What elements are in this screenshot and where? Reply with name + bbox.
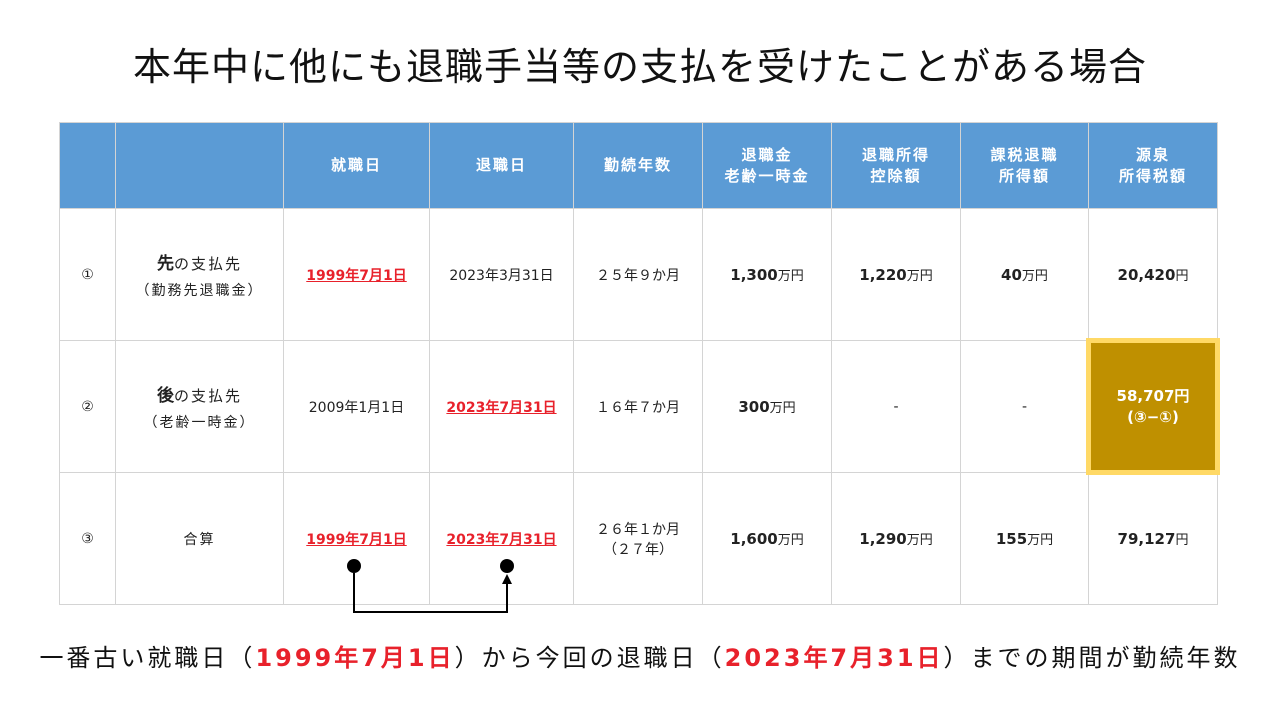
retirement-table: 就職日 退職日 勤続年数 退職金 老齢一時金 退職所得 控除額 課税退職 所得額…: [59, 122, 1220, 605]
header-benefit-text: 退職金 老齢一時金: [724, 146, 810, 185]
hire-date-cell: 2009年1月1日: [283, 340, 430, 473]
years: １６年７か月: [596, 399, 680, 416]
payer-cell: 後の支払先 （老齢一時金）: [115, 340, 284, 473]
connector-dot-start: [347, 559, 361, 573]
taxable-unit: 万円: [1021, 269, 1048, 284]
hire-date: 1999年7月1日: [306, 267, 407, 284]
taxable-value: 155: [995, 530, 1028, 548]
page-title: 本年中に他にも退職手当等の支払を受けたことがある場合: [132, 45, 1147, 89]
header-empty-1: [59, 122, 116, 209]
header-taxable: 課税退職 所得額: [960, 122, 1089, 209]
footer-date-2: 2023年7月31日: [724, 644, 944, 672]
benefit-cell: 300万円: [702, 340, 832, 473]
hire-date: 1999年7月1日: [306, 531, 407, 548]
payer-cell: 先の支払先 （勤務先退職金）: [115, 208, 284, 341]
tax-cell: 79,127円: [1088, 472, 1218, 605]
footer-text-2: ）から今回の退職日（: [454, 644, 725, 672]
deduction-unit: 万円: [906, 533, 933, 548]
header-deduction: 退職所得 控除額: [831, 122, 961, 209]
deduction-value: 1,220: [859, 266, 907, 284]
retire-date-cell: 2023年7月31日: [429, 472, 574, 605]
years-cell: ２６年１か月 （２７年）: [573, 472, 703, 605]
payer-main: 合算: [183, 531, 216, 548]
years-rounded: （２７年）: [603, 541, 673, 558]
retire-date: 2023年7月31日: [446, 399, 557, 416]
header-benefit: 退職金 老齢一時金: [702, 122, 832, 209]
header-tax-text: 源泉 所得税額: [1118, 146, 1187, 185]
payer-main-bold: 先: [156, 254, 174, 274]
deduction-value: -: [893, 398, 899, 415]
header-row: 就職日 退職日 勤続年数 退職金 老齢一時金 退職所得 控除額 課税退職 所得額…: [59, 122, 1218, 209]
years-cell: ２５年９か月: [573, 208, 703, 341]
payer-main: 先の支払先: [116, 249, 283, 274]
deduction-value: 1,290: [859, 530, 907, 548]
retire-date: 2023年3月31日: [449, 267, 554, 284]
benefit-unit: 万円: [777, 533, 804, 548]
header-years: 勤続年数: [573, 122, 703, 209]
years: ２５年９か月: [596, 267, 680, 284]
footer-note: 一番古い就職日（1999年7月1日）から今回の退職日（2023年7月31日）まで…: [0, 638, 1280, 673]
benefit-value: 1,600: [730, 530, 778, 548]
hire-date: 2009年1月1日: [308, 399, 405, 416]
header-deduction-text: 退職所得 控除額: [861, 146, 930, 185]
row-number: ②: [59, 340, 116, 473]
payer-sub: （老齢一時金）: [143, 415, 256, 431]
payer-main-suffix: の支払先: [173, 255, 242, 273]
table-row: ③ 合算 1999年7月1日 2023年7月31日 ２６年１か月 （２７年） 1…: [59, 472, 1218, 605]
payer-main-bold: 後: [156, 386, 174, 406]
benefit-value: 1,300: [730, 266, 778, 284]
tax-cell: 20,420円: [1088, 208, 1218, 341]
table-row: ② 後の支払先 （老齢一時金） 2009年1月1日 2023年7月31日 １６年…: [59, 338, 1220, 475]
tax-unit: 円: [1175, 533, 1189, 548]
header-taxable-text: 課税退職 所得額: [990, 146, 1059, 185]
payer-main-suffix: の支払先: [173, 387, 242, 405]
footer-date-1: 1999年7月1日: [255, 644, 455, 672]
deduction-cell: -: [831, 340, 961, 473]
footer-text-1: 一番古い就職日（: [39, 644, 256, 672]
deduction-unit: 万円: [906, 269, 933, 284]
header-tax: 源泉 所得税額: [1088, 122, 1218, 209]
payer-cell: 合算: [115, 472, 284, 605]
retire-date-cell: 2023年7月31日: [429, 340, 574, 473]
table-row: ① 先の支払先 （勤務先退職金） 1999年7月1日 2023年3月31日 ２５…: [59, 208, 1218, 341]
taxable-value: -: [1021, 398, 1028, 415]
benefit-cell: 1,300万円: [702, 208, 832, 341]
connector-dot-end: [500, 559, 514, 573]
connector-line: [353, 573, 508, 613]
header-hire-date: 就職日: [283, 122, 430, 209]
taxable-unit: 万円: [1027, 533, 1054, 548]
tax-unit: 円: [1175, 269, 1189, 284]
payer-sub: （勤務先退職金）: [135, 283, 264, 299]
payer-main: 後の支払先: [116, 381, 283, 406]
years: ２６年１か月: [596, 521, 680, 538]
taxable-cell: 40万円: [960, 208, 1089, 341]
highlighted-tax-box: 58,707円 (③−①): [1086, 338, 1220, 475]
deduction-cell: 1,290万円: [831, 472, 961, 605]
taxable-cell: 155万円: [960, 472, 1089, 605]
taxable-value: 40: [1001, 266, 1022, 284]
row-number: ①: [59, 208, 116, 341]
tax-formula: (③−①): [1127, 407, 1179, 426]
retire-date: 2023年7月31日: [446, 531, 557, 548]
connector-arrowhead: [502, 574, 512, 584]
benefit-value: 300: [738, 398, 770, 416]
benefit-unit: 万円: [777, 269, 804, 284]
tax-value: 79,127: [1117, 530, 1176, 548]
tax-value: 20,420: [1117, 266, 1176, 284]
tax-cell: 58,707円 (③−①): [1086, 338, 1220, 475]
hire-date-cell: 1999年7月1日: [283, 472, 430, 605]
footer-text-3: ）までの期間が勤続年数: [943, 644, 1241, 672]
tax-value: 58,707円: [1116, 387, 1190, 406]
benefit-unit: 万円: [769, 401, 796, 416]
years-cell: １６年７か月: [573, 340, 703, 473]
